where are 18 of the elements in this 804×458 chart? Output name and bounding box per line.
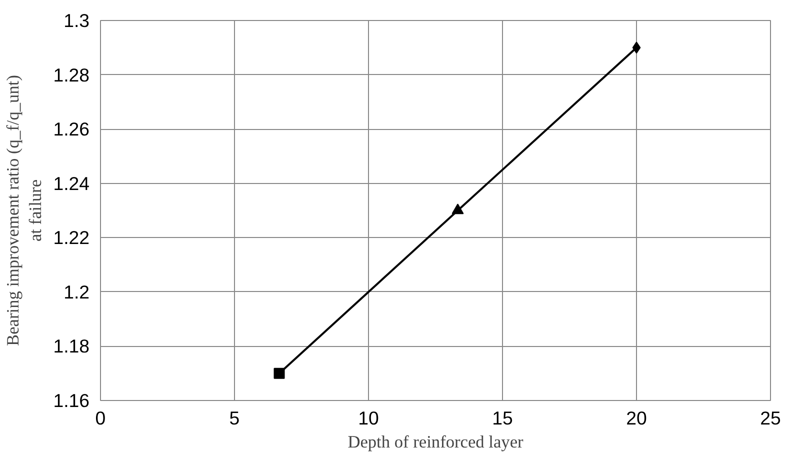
point xyxy=(452,204,464,214)
x-axis-title: Depth of reinforced layer xyxy=(348,432,524,452)
point xyxy=(274,368,285,379)
x-tick-label: 10 xyxy=(358,408,379,428)
y-tick-label: 1.18 xyxy=(53,336,90,357)
y-tick-label: 1.16 xyxy=(53,390,90,411)
y-tick-label: 1.22 xyxy=(53,227,90,248)
y-tick-label: 1.26 xyxy=(53,118,90,140)
y-tick-label: 1.2 xyxy=(64,281,90,302)
x-tick-label: 0 xyxy=(95,408,106,428)
x-tick-label: 15 xyxy=(492,408,513,428)
y-tick-label: 1.28 xyxy=(53,64,90,86)
y-axis-title: Bearing improvement ratio (q_f/q_unt) at failure xyxy=(3,74,46,346)
x-tick-label: 5 xyxy=(229,408,240,428)
y-tick-label: 1.24 xyxy=(53,172,90,194)
x-tick-label: 25 xyxy=(760,408,781,428)
y-tick-label: 1.3 xyxy=(64,10,90,31)
x-tick-label: 20 xyxy=(626,408,647,428)
